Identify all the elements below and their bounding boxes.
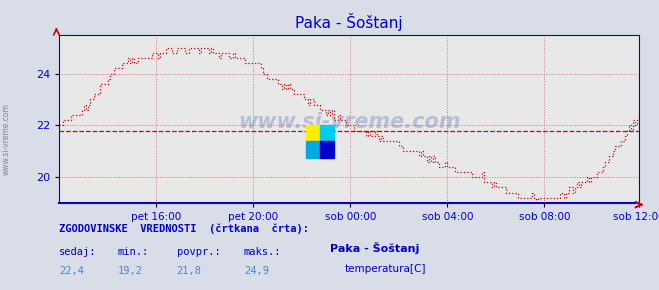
Bar xyxy=(306,125,320,142)
Title: Paka - Šoštanj: Paka - Šoštanj xyxy=(295,13,403,31)
Text: 22,4: 22,4 xyxy=(59,266,84,276)
Bar xyxy=(306,142,320,158)
Text: sedaj:: sedaj: xyxy=(59,247,97,257)
Text: Paka - Šoštanj: Paka - Šoštanj xyxy=(330,242,419,254)
Text: 24,9: 24,9 xyxy=(244,266,269,276)
Text: maks.:: maks.: xyxy=(244,247,281,257)
Bar xyxy=(320,125,334,142)
Text: ZGODOVINSKE  VREDNOSTI  (črtkana  črta):: ZGODOVINSKE VREDNOSTI (črtkana črta): xyxy=(59,224,309,234)
Text: min.:: min.: xyxy=(117,247,148,257)
Text: 19,2: 19,2 xyxy=(117,266,142,276)
Text: temperatura[C]: temperatura[C] xyxy=(345,264,426,274)
Text: www.si-vreme.com: www.si-vreme.com xyxy=(2,103,11,175)
Text: povpr.:: povpr.: xyxy=(177,247,220,257)
Bar xyxy=(320,142,334,158)
Text: 21,8: 21,8 xyxy=(177,266,202,276)
Text: www.si-vreme.com: www.si-vreme.com xyxy=(238,112,461,132)
